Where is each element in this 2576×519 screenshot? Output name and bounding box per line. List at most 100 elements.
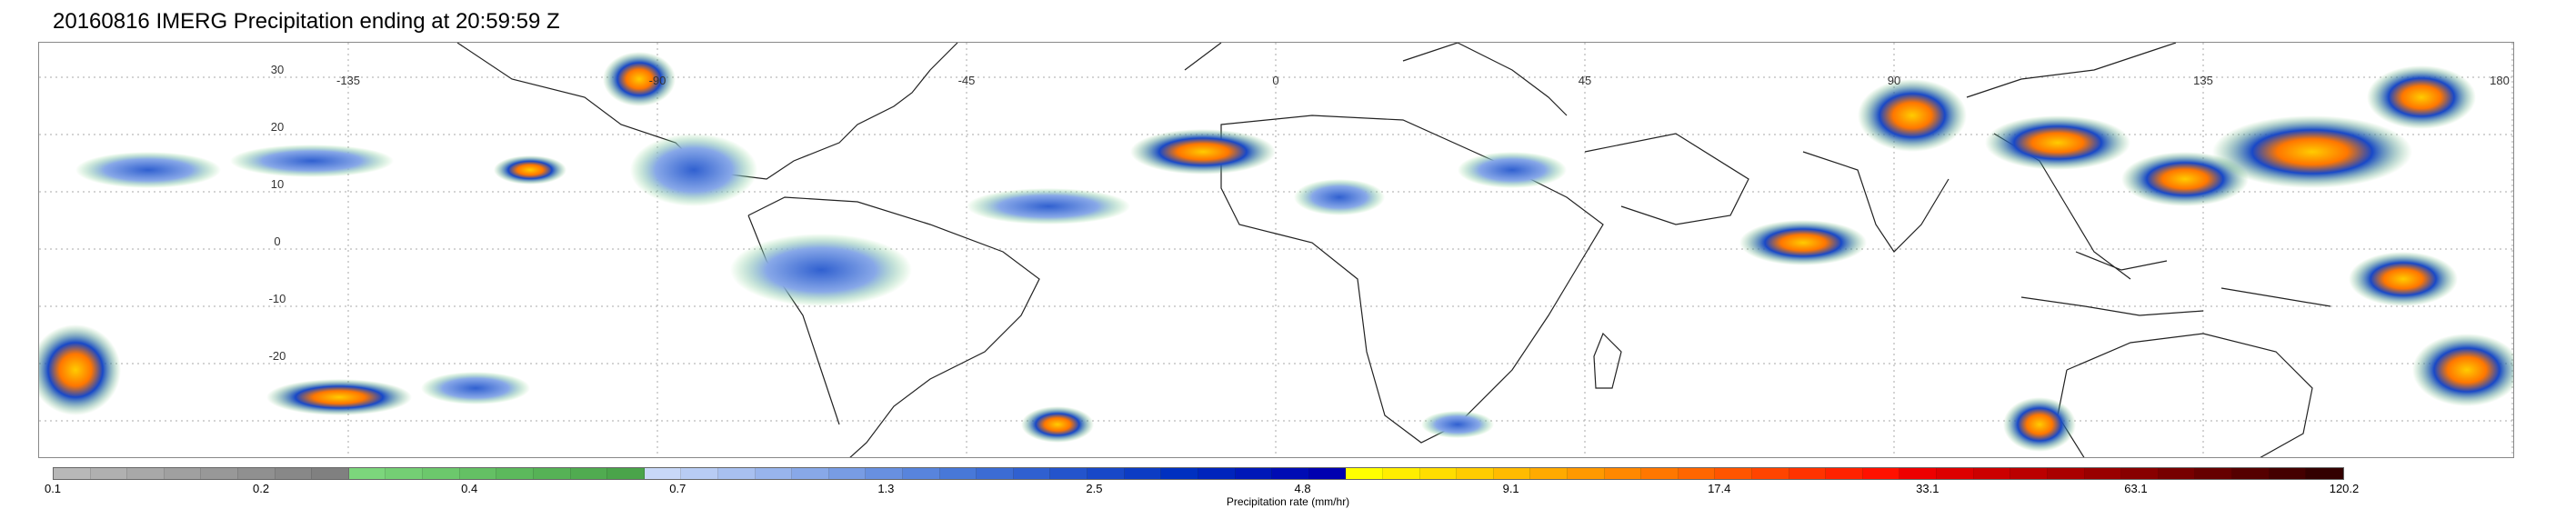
colorbar-swatch: [1235, 468, 1273, 479]
colorbar-swatch: [607, 468, 645, 479]
lon-label-135e: 135: [2193, 74, 2213, 87]
colorbar-swatch: [1419, 468, 1458, 479]
colorbar-ticks: 0.1 0.2 0.4 0.7 1.3 2.5 4.8 9.1 17.4 33.…: [45, 482, 2359, 496]
colorbar-swatch: [977, 468, 1014, 479]
maritime-continent-coast: [2020, 251, 2331, 316]
colorbar-swatch: [1272, 468, 1309, 479]
colorbar-swatch: [1493, 468, 1531, 479]
colorbar-swatch: [866, 468, 904, 479]
colorbar-swatch: [1308, 468, 1347, 479]
colorbar-swatch: [1973, 468, 2011, 479]
lon-label-90e: 90: [1888, 74, 1900, 87]
colorbar-swatch: [1124, 468, 1162, 479]
colorbar-swatch: [1826, 468, 1863, 479]
colorbar-label: Precipitation rate (mm/hr): [1226, 495, 1350, 508]
colorbar-swatch: [496, 468, 534, 479]
colorbar-swatch: [1050, 468, 1088, 479]
colorbar-tick: 120.2: [2329, 482, 2360, 495]
colorbar-swatch: [1899, 468, 1938, 479]
colorbar-swatch: [1937, 468, 1974, 479]
map-title: 20160816 IMERG Precipitation ending at 2…: [53, 9, 560, 34]
colorbar-swatch: [54, 468, 91, 479]
lon-label-45w: -45: [958, 74, 976, 87]
colorbar-swatch: [275, 468, 313, 479]
precipitation-colorbar: [53, 467, 2344, 480]
lon-label-90w: -90: [649, 74, 667, 87]
colorbar-swatch: [2158, 468, 2196, 479]
india-coast: [1802, 151, 1950, 253]
arabia-coast: [1584, 133, 1749, 225]
colorbar-swatch: [238, 468, 276, 479]
colorbar-tick: 0.1: [44, 482, 62, 495]
lat-label-10n: 10: [271, 177, 284, 191]
colorbar-swatch: [2269, 468, 2307, 479]
colorbar-swatch: [1862, 468, 1900, 479]
colorbar-swatch: [570, 468, 608, 479]
colorbar-swatch: [2231, 468, 2270, 479]
colorbar-swatch: [312, 468, 349, 479]
north-america-coast: [456, 43, 958, 180]
colorbar-swatch: [939, 468, 977, 479]
lat-label-30n: 30: [271, 63, 284, 76]
colorbar-swatch: [533, 468, 571, 479]
colorbar-swatch: [903, 468, 940, 479]
colorbar-swatch: [1198, 468, 1236, 479]
colorbar-swatch: [644, 468, 682, 479]
colorbar-tick: 2.5: [1086, 482, 1103, 495]
colorbar-swatch: [2121, 468, 2159, 479]
colorbar-swatch: [1457, 468, 1494, 479]
precipitation-map: -135 -90 -45 0 45 90 135 180 30 20 10 0 …: [38, 42, 2514, 458]
colorbar-swatch: [164, 468, 202, 479]
colorbar-swatch: [1752, 468, 1789, 479]
colorbar-swatch: [2010, 468, 2048, 479]
colorbar-swatch: [717, 468, 756, 479]
colorbar-swatch: [1088, 468, 1125, 479]
colorbar-tick: 1.3: [877, 482, 895, 495]
australia-coast: [2057, 333, 2313, 457]
colorbar-swatch: [90, 468, 128, 479]
madagascar-coast: [1593, 332, 1622, 389]
colorbar-swatch: [2195, 468, 2232, 479]
lon-label-180: 180: [2490, 74, 2510, 87]
colorbar-swatch: [2306, 468, 2343, 479]
lat-label-20s: -20: [269, 349, 286, 363]
lat-label-0: 0: [274, 235, 280, 248]
colorbar-tick: 4.8: [1294, 482, 1311, 495]
europe-coast: [1184, 43, 1568, 116]
colorbar-swatch: [201, 468, 239, 479]
lon-label-135w: -135: [336, 74, 360, 87]
colorbar-swatch: [423, 468, 460, 479]
lat-label-10s: -10: [269, 292, 286, 305]
colorbar-swatch: [1641, 468, 1679, 479]
coastlines: [456, 43, 2331, 457]
colorbar-swatch: [681, 468, 718, 479]
colorbar-swatch: [1604, 468, 1642, 479]
colorbar-swatch: [2084, 468, 2122, 479]
lon-label-45e: 45: [1579, 74, 1591, 87]
colorbar-swatch: [348, 468, 386, 479]
colorbar-tick: 0.7: [669, 482, 687, 495]
lon-label-0: 0: [1272, 74, 1278, 87]
colorbar-swatch: [127, 468, 165, 479]
colorbar-swatch: [828, 468, 867, 479]
colorbar-swatch: [1678, 468, 1716, 479]
colorbar-swatch: [1161, 468, 1198, 479]
colorbar-tick: 0.2: [253, 482, 270, 495]
colorbar-tick: 9.1: [1502, 482, 1519, 495]
colorbar-swatch: [792, 468, 829, 479]
colorbar-swatch: [1715, 468, 1753, 479]
colorbar-tick: 33.1: [1916, 482, 1940, 495]
colorbar-swatch: [2047, 468, 2085, 479]
colorbar-swatch: [1382, 468, 1420, 479]
colorbar-tick: 17.4: [1708, 482, 1731, 495]
colorbar-tick: 63.1: [2124, 482, 2148, 495]
colorbar-swatch: [1789, 468, 1827, 479]
colorbar-swatch: [755, 468, 793, 479]
colorbar-swatch: [386, 468, 424, 479]
colorbar-swatch: [1013, 468, 1051, 479]
colorbar-swatch: [1567, 468, 1605, 479]
colorbar-swatch: [459, 468, 497, 479]
lat-label-20n: 20: [271, 120, 284, 134]
colorbar-swatch: [1530, 468, 1568, 479]
colorbar-swatch: [1346, 468, 1383, 479]
